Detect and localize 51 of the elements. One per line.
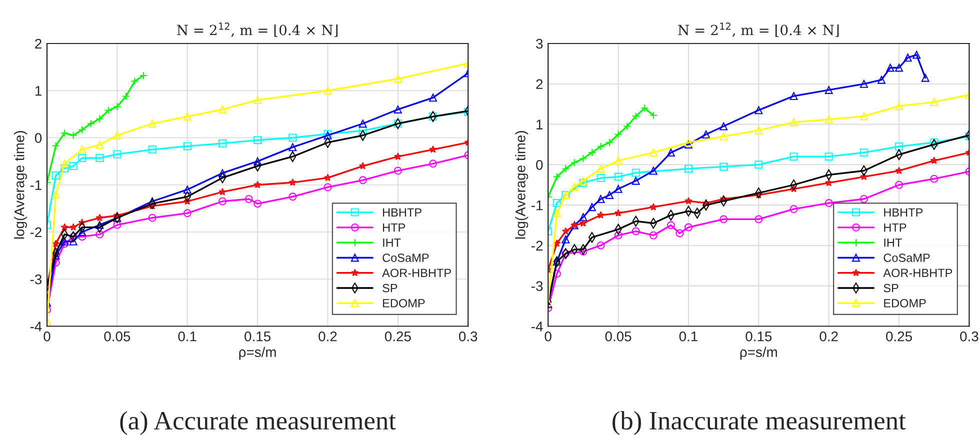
x-tick-label: 0.3 xyxy=(960,331,978,342)
legend-label: IHT xyxy=(884,238,902,247)
legend-label: AOR-HBHTP xyxy=(883,268,952,278)
x-tick-label: 0.05 xyxy=(104,331,130,342)
y-tick-label: -4 xyxy=(30,322,42,332)
y-tick-label: -2 xyxy=(30,227,42,238)
chart-title: N = 2$^{12}$, m = ⌊0.4 × N⌋ xyxy=(678,22,839,37)
y-tick-label: 0 xyxy=(34,133,42,143)
y-tick-label: 1 xyxy=(536,120,543,130)
x-axis-title: ρ=s/m xyxy=(740,346,777,360)
legend-label: HTP xyxy=(383,223,406,232)
x-tick-label: 0.25 xyxy=(886,331,912,342)
x-tick-label: 0.1 xyxy=(178,331,196,342)
y-tick-label: 0 xyxy=(536,160,543,170)
legend-label: AOR-HBHTP xyxy=(382,268,451,278)
text: (b) Inaccurate measurement xyxy=(612,411,906,435)
x-tick-label: 0.15 xyxy=(244,331,270,342)
x-axis-title: ρ=s/m xyxy=(239,346,276,360)
legend-label: CoSaMP xyxy=(884,254,930,262)
x-tick-label: 0.2 xyxy=(318,331,337,342)
y-tick-label: 2 xyxy=(35,38,42,49)
legend-label: CoSaMP xyxy=(382,254,429,262)
y-tick-label: -2 xyxy=(532,240,543,250)
legend-label: SP xyxy=(884,284,898,292)
y-tick-label: -1 xyxy=(30,180,42,190)
legend-label: EDOMP xyxy=(884,299,926,308)
text: (a) Accurate measurement xyxy=(120,411,396,435)
x-tick-label: 0.1 xyxy=(679,331,698,342)
x-tick-label: 0.05 xyxy=(605,331,632,342)
legend-label: IHT xyxy=(383,238,401,247)
y-tick-label: -1 xyxy=(532,200,543,210)
legend-label: HTP xyxy=(884,223,906,232)
legend-label: EDOMP xyxy=(383,299,425,308)
x-tick-label: 0 xyxy=(544,331,552,342)
legend-label: HBHTP xyxy=(383,208,422,216)
y-tick-label: -3 xyxy=(532,281,543,292)
x-tick-label: 0.3 xyxy=(458,331,478,342)
y-axis-title: log(Average time) xyxy=(14,131,28,239)
y-tick-label: -4 xyxy=(532,322,543,332)
x-tick-label: 0 xyxy=(44,331,50,342)
x-tick-label: 0.15 xyxy=(746,331,772,342)
x-tick-label: 0.2 xyxy=(820,331,838,342)
y-axis-title: log(Average time) xyxy=(515,131,528,239)
y-tick-label: -3 xyxy=(30,274,42,284)
chart-title: N = 2$^{12}$, m = ⌊0.4 × N⌋ xyxy=(177,22,338,37)
legend-label: HBHTP xyxy=(884,208,923,216)
y-tick-label: 3 xyxy=(536,38,543,49)
x-tick-label: 0.25 xyxy=(384,331,411,342)
legend-label: SP xyxy=(382,284,398,292)
y-tick-label: 2 xyxy=(536,79,543,89)
y-tick-label: 1 xyxy=(35,86,42,96)
